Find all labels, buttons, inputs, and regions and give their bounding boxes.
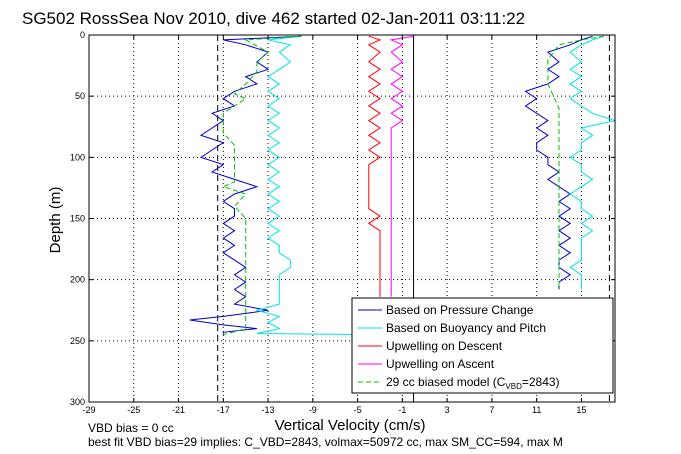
x-tick-label: 11 — [532, 405, 541, 415]
x-tick-label: -13 — [262, 405, 275, 415]
29-cc-biased-model-c-vbd-2843-line — [221, 35, 302, 336]
series-layer — [189, 35, 617, 336]
legend-box — [351, 297, 614, 394]
series-3-line — [569, 35, 617, 290]
x-tick-label: -25 — [127, 405, 140, 415]
legend-item-label: Upwelling on Ascent — [386, 357, 495, 371]
upwelling-on-descent-line — [367, 35, 382, 297]
y-tick-label: 50 — [75, 91, 85, 101]
legend-item-label: Based on Buoyancy and Pitch — [386, 321, 546, 335]
y-tick-label: 100 — [70, 152, 85, 162]
x-tick-label: -5 — [354, 405, 362, 415]
series-7-line — [547, 35, 604, 290]
y-tick-label: 300 — [70, 397, 85, 407]
annotation-best-fit: best fit VBD bias=29 implies: C_VBD=2843… — [88, 435, 563, 449]
x-axis-label: Vertical Velocity (cm/s) — [275, 417, 426, 434]
x-tick-label: 15 — [576, 405, 586, 415]
y-tick-label: 150 — [70, 214, 85, 224]
x-tick-label: 3 — [445, 405, 450, 415]
x-tick-label: -1 — [398, 405, 406, 415]
legend: Based on Pressure Change Based on Buoyanc… — [351, 297, 614, 394]
legend-item-label: Based on Pressure Change — [386, 303, 534, 317]
x-tick-label: -21 — [172, 405, 185, 415]
y-tick-label: 200 — [70, 275, 85, 285]
annotation-vbd-bias: VBD bias = 0 cc — [88, 421, 174, 435]
x-tick-label: -17 — [217, 405, 230, 415]
x-tick-label: 7 — [489, 405, 494, 415]
legend-item-label: 29 cc biased model (CVBD=2843) — [386, 375, 560, 391]
x-tick-label: -29 — [82, 405, 95, 415]
y-axis-label: Depth (m) — [47, 187, 64, 254]
based-on-pressure-change-line — [189, 35, 302, 335]
y-tick-label: 250 — [70, 336, 85, 346]
upwelling-on-ascent-line — [389, 35, 414, 297]
y-tick-label: 0 — [80, 30, 85, 40]
axes: -29 -25 -21 -17 -13 -9 -5 -1 3 7 11 150501001502002… — [70, 30, 616, 415]
based-on-buoyancy-and-pitch-line — [255, 35, 381, 336]
x-tick-label: -9 — [309, 405, 317, 415]
chart-title: SG502 RossSea Nov 2010, dive 462 started… — [22, 9, 525, 28]
series-1-line — [524, 35, 593, 290]
legend-item-label: Upwelling on Descent — [386, 339, 503, 353]
